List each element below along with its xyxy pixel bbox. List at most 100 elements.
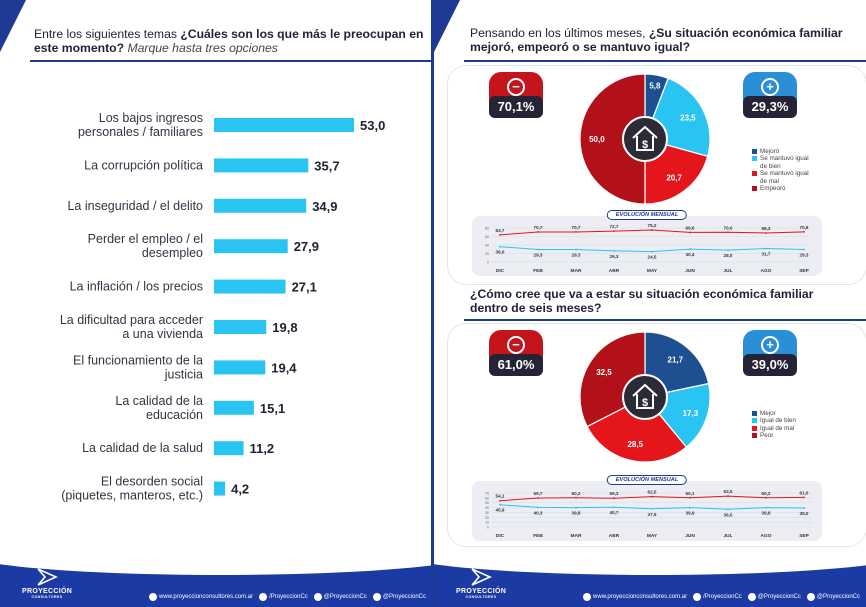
point-value-label: 39,9 [686, 511, 695, 516]
point-value-label: 60,1 [686, 491, 695, 496]
point-value-label: 63,5 [724, 489, 733, 494]
series-point [537, 506, 539, 509]
y-tick-label: 80 [485, 227, 489, 231]
y-tick-label: 10 [485, 521, 489, 525]
corner-decoration [434, 0, 460, 52]
point-value-label: 54,1 [496, 494, 505, 499]
twitter-link[interactable]: @ProyeccionCc [313, 593, 367, 601]
series-point [765, 247, 767, 250]
instagram-text: @ProyeccionCc [382, 594, 426, 600]
series-point [803, 507, 805, 509]
website-text: www.proyeccionconsultores.com.ar [159, 594, 254, 600]
legend-item: Empeoró [752, 185, 822, 192]
bar-category-label: desempleo [142, 246, 203, 260]
bar-category-label: justicia [164, 367, 203, 381]
question-title-prefix: Entre los siguientes temas [34, 27, 181, 41]
social-links: www.proyeccionconsultores.com.ar /Proyec… [149, 593, 426, 601]
bar-value-label: 27,1 [292, 280, 317, 295]
q1-positive-total: 29,3% [743, 96, 797, 118]
brand-mark-icon [471, 568, 492, 586]
x-tick-label: AGO [761, 268, 772, 274]
bar-category-label: El desorden social [101, 475, 203, 489]
point-value-label: 60,2 [762, 491, 771, 496]
x-tick-label: MAY [647, 533, 658, 539]
pie-value-label: 5,8 [649, 81, 661, 90]
twitter-text: @ProyeccionCc [323, 594, 367, 600]
pie-value-label: 50,0 [589, 135, 605, 144]
brand-name: PROYECCIÓN [22, 588, 73, 595]
bar-category-label: El funcionamiento de la [73, 353, 203, 367]
q1-evolution-chart: 80 60 40 20 0 63,7 70,7 70,7 72,7 75,2 69,6 70,0 68,… [485, 223, 812, 274]
bar [214, 320, 267, 334]
bar-category-label: (piquetes, manteros, etc.) [61, 489, 203, 503]
legend-label: Empeoró [760, 185, 786, 193]
point-value-label: 39,8 [762, 511, 771, 516]
series-point [537, 497, 539, 499]
house-icon [632, 125, 658, 151]
legend-item: Se mantuvo igual de bien [752, 155, 822, 170]
series-point [575, 496, 577, 499]
series-point [613, 497, 615, 500]
social-links: www.proyeccionconsultores.com.ar /Proyec… [583, 593, 860, 601]
website-link[interactable]: www.proyeccionconsultores.com.ar [583, 593, 687, 601]
series-point [689, 231, 691, 234]
q2-evolution-panel: EVOLUCIÓN MENSUAL 70 60 50 40 30 20 10 0 54,1 59,… [472, 475, 822, 541]
bar-value-label: 27,9 [294, 239, 319, 254]
series-point [765, 496, 767, 499]
legend-swatch [752, 411, 757, 416]
point-value-label: 59,3 [610, 491, 619, 496]
bar-category-label: La calidad de la salud [82, 441, 203, 455]
x-tick-label: JUN [685, 268, 695, 274]
series-point [499, 245, 501, 248]
bar [214, 239, 288, 254]
series-point [613, 249, 615, 252]
q2-positive-total: 39,0% [743, 354, 797, 376]
point-value-label: 62,5 [648, 490, 657, 495]
y-tick-label: 20 [485, 516, 489, 520]
point-value-label: 37,5 [648, 512, 657, 517]
x-tick-label: ABR [609, 533, 620, 539]
y-tick-label: 0 [487, 261, 489, 265]
point-value-label: 69,6 [686, 225, 695, 230]
point-value-label: 31,7 [762, 252, 771, 257]
web-icon [149, 593, 158, 601]
legend-item: Peor [752, 432, 822, 439]
pie-value-label: 28,5 [627, 440, 643, 449]
series-point [575, 231, 577, 233]
q1-negative-total: 70,1% [489, 96, 543, 118]
legend-swatch [752, 171, 757, 177]
legend-label: Igual de mal [760, 424, 795, 432]
bar-value-label: 19,4 [271, 360, 297, 375]
instagram-link[interactable]: @ProyeccionCc [806, 593, 860, 601]
x-tick-label: JUL [723, 268, 732, 274]
q1-pie-chart: 5,8 23,5 20,7 50,0 $ [579, 73, 711, 205]
y-tick-label: 40 [485, 244, 489, 248]
website-link[interactable]: www.proyeccionconsultores.com.ar [149, 593, 253, 601]
series-point [803, 248, 805, 251]
brand-logo: PROYECCIÓN CONSULTORES [22, 568, 72, 599]
legend-swatch [752, 418, 757, 424]
x-tick-label: DIC [496, 533, 505, 539]
x-tick-label: MAY [647, 268, 658, 274]
instagram-link[interactable]: @ProyeccionCc [372, 593, 426, 601]
facebook-link[interactable]: /ProyeccionCc [259, 593, 308, 601]
twitter-link[interactable]: @ProyeccionCc [747, 593, 801, 601]
series-point [499, 503, 501, 506]
point-value-label: 45,9 [496, 508, 505, 513]
series-point [803, 231, 805, 233]
q2-underline [464, 319, 866, 321]
facebook-link[interactable]: /ProyeccionCc [693, 593, 742, 601]
point-value-label: 39,8 [572, 511, 581, 516]
bar-category-label: a una vivienda [122, 327, 203, 341]
x-tick-label: JUN [685, 533, 695, 539]
legend-swatch [752, 149, 757, 154]
house-icon-bg [622, 116, 668, 162]
bar-category-label: La calidad de la [115, 394, 203, 408]
bar-category-label: personales / familiares [78, 125, 203, 139]
legend-label: Se mantuvo igual de mal [760, 170, 809, 185]
point-value-label: 36,5 [724, 512, 733, 517]
house-icon [632, 383, 658, 409]
bar-value-label: 11,2 [250, 441, 275, 456]
x-tick-label: DIC [496, 268, 505, 274]
